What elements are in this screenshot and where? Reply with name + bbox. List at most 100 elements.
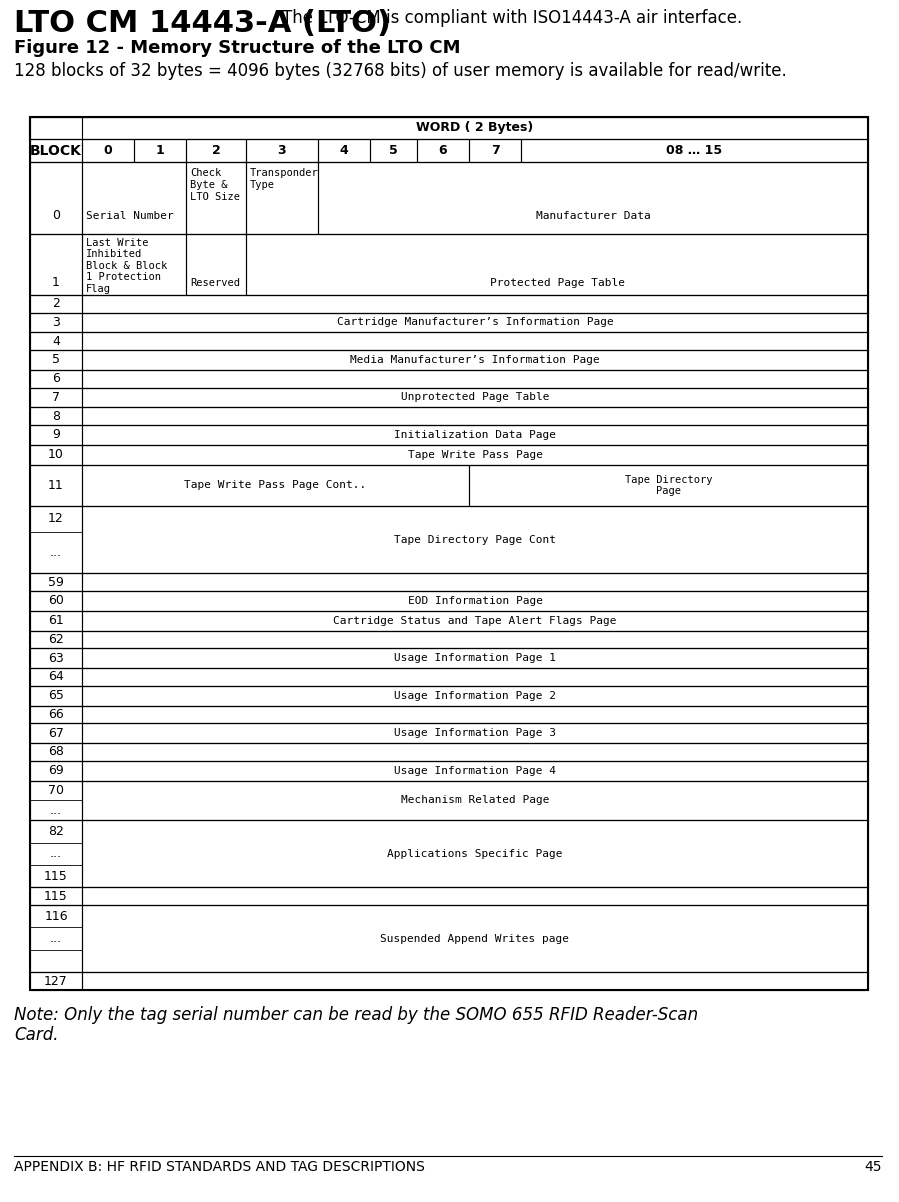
- Bar: [318, 138, 370, 162]
- Text: Tape Directory
Page: Tape Directory Page: [625, 475, 712, 496]
- Bar: [30, 426, 82, 445]
- Bar: [82, 294, 868, 313]
- Text: 59: 59: [48, 576, 64, 589]
- Text: EOD Information Page: EOD Information Page: [407, 596, 542, 606]
- Text: Usage Information Page 2: Usage Information Page 2: [394, 691, 556, 701]
- Bar: [82, 706, 868, 724]
- Text: 82: 82: [48, 825, 64, 838]
- Bar: [134, 138, 186, 162]
- Bar: [30, 668, 82, 686]
- Bar: [82, 743, 868, 761]
- Bar: [82, 350, 868, 370]
- Text: Check
Byte &
LTO Size: Check Byte & LTO Size: [190, 168, 240, 202]
- Text: 11: 11: [49, 478, 64, 492]
- Bar: [370, 138, 417, 162]
- Text: 3: 3: [278, 144, 286, 157]
- Bar: [30, 162, 82, 233]
- Bar: [82, 233, 186, 294]
- Bar: [30, 233, 82, 294]
- Bar: [82, 724, 868, 743]
- Text: 116: 116: [44, 910, 67, 923]
- Text: 67: 67: [48, 727, 64, 739]
- Text: APPENDIX B: HF RFID STANDARDS AND TAG DESCRIPTIONS: APPENDIX B: HF RFID STANDARDS AND TAG DE…: [14, 1160, 425, 1174]
- Bar: [30, 294, 82, 313]
- Bar: [82, 332, 868, 350]
- Text: Tape Write Pass Page: Tape Write Pass Page: [407, 450, 542, 459]
- Bar: [469, 465, 868, 506]
- Text: 68: 68: [48, 745, 64, 758]
- Text: 8: 8: [52, 410, 60, 423]
- Text: 4: 4: [52, 334, 60, 347]
- Text: 128 blocks of 32 bytes = 4096 bytes (32768 bits) of user memory is available for: 128 blocks of 32 bytes = 4096 bytes (327…: [14, 63, 787, 81]
- Text: 6: 6: [52, 373, 60, 385]
- Text: 5: 5: [389, 144, 398, 157]
- Text: Usage Information Page 4: Usage Information Page 4: [394, 766, 556, 775]
- Text: 6: 6: [439, 144, 448, 157]
- Bar: [82, 631, 868, 648]
- Bar: [30, 743, 82, 761]
- Bar: [82, 761, 868, 780]
- Text: 115: 115: [44, 889, 68, 903]
- Bar: [246, 162, 318, 233]
- Bar: [30, 445, 82, 465]
- Text: 2: 2: [52, 297, 60, 310]
- Bar: [30, 465, 82, 506]
- Bar: [30, 724, 82, 743]
- Bar: [30, 407, 82, 426]
- Text: LTO CM 14443-A (LTO): LTO CM 14443-A (LTO): [14, 8, 391, 38]
- Bar: [82, 426, 868, 445]
- Text: 5: 5: [52, 353, 60, 367]
- Text: Last Write
Inhibited
Block & Block
1 Protection
Flag: Last Write Inhibited Block & Block 1 Pro…: [86, 238, 167, 294]
- Text: 4: 4: [340, 144, 349, 157]
- Bar: [30, 117, 868, 990]
- Text: 65: 65: [48, 689, 64, 702]
- Bar: [82, 573, 868, 591]
- Text: Usage Information Page 1: Usage Information Page 1: [394, 653, 556, 664]
- Text: 63: 63: [49, 651, 64, 665]
- Text: Serial Number: Serial Number: [86, 210, 174, 221]
- Text: ...: ...: [50, 932, 62, 945]
- Text: 1: 1: [156, 144, 165, 157]
- Text: Note: Only the tag serial number can be read by the SOMO 655 RFID Reader-Scan: Note: Only the tag serial number can be …: [14, 1006, 699, 1024]
- Text: 45: 45: [865, 1160, 882, 1174]
- Text: 3: 3: [52, 316, 60, 329]
- Bar: [186, 233, 246, 294]
- Text: Usage Information Page 3: Usage Information Page 3: [394, 728, 556, 738]
- Bar: [30, 706, 82, 724]
- Bar: [521, 138, 868, 162]
- Bar: [30, 591, 82, 611]
- Text: 69: 69: [49, 764, 64, 778]
- Bar: [30, 972, 82, 990]
- Bar: [30, 387, 82, 407]
- Bar: [469, 138, 521, 162]
- Text: 64: 64: [49, 671, 64, 684]
- Bar: [30, 761, 82, 780]
- Bar: [82, 905, 868, 972]
- Text: Media Manufacturer’s Information Page: Media Manufacturer’s Information Page: [350, 355, 600, 365]
- Bar: [82, 887, 868, 905]
- Bar: [30, 350, 82, 370]
- Text: WORD ( 2 Bytes): WORD ( 2 Bytes): [416, 121, 534, 135]
- Text: 7: 7: [52, 391, 60, 404]
- Bar: [30, 686, 82, 706]
- Bar: [82, 465, 469, 506]
- Bar: [318, 162, 868, 233]
- Text: ...: ...: [50, 546, 62, 559]
- Text: Figure 12 - Memory Structure of the LTO CM: Figure 12 - Memory Structure of the LTO …: [14, 38, 460, 56]
- Bar: [82, 611, 868, 631]
- Bar: [30, 887, 82, 905]
- Text: Unprotected Page Table: Unprotected Page Table: [401, 393, 549, 403]
- Bar: [82, 313, 868, 332]
- Text: Card.: Card.: [14, 1027, 58, 1045]
- Text: Tape Directory Page Cont: Tape Directory Page Cont: [394, 535, 556, 545]
- Bar: [82, 117, 868, 138]
- Bar: [82, 407, 868, 426]
- Bar: [186, 162, 246, 233]
- Text: Reserved: Reserved: [190, 278, 240, 287]
- Bar: [417, 138, 469, 162]
- Bar: [82, 506, 868, 573]
- Text: Cartridge Manufacturer’s Information Page: Cartridge Manufacturer’s Information Pag…: [336, 317, 613, 327]
- Bar: [30, 820, 82, 887]
- Text: Protected Page Table: Protected Page Table: [489, 278, 625, 287]
- Text: Manufacturer Data: Manufacturer Data: [536, 210, 650, 221]
